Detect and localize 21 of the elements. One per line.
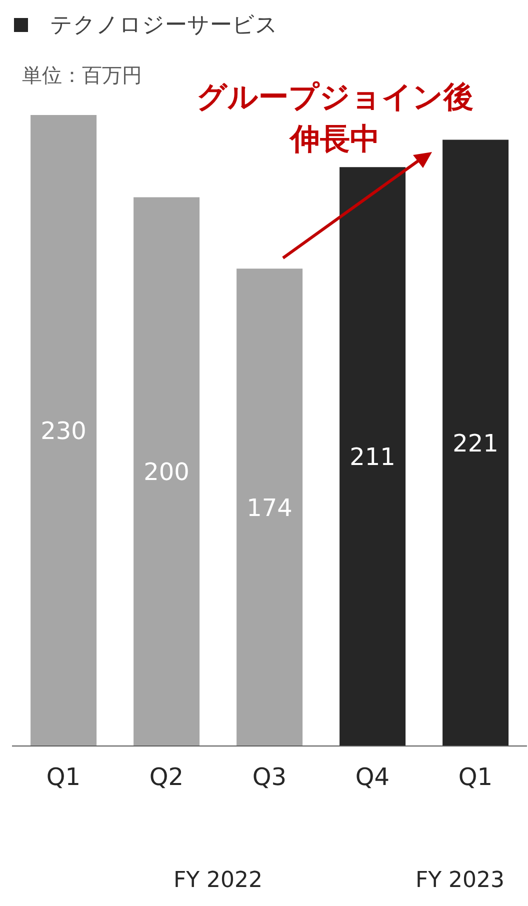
legend-label: テクノロジーサービス xyxy=(50,12,278,40)
annotation: グループジョイン後 xyxy=(196,79,474,117)
bar xyxy=(30,115,97,746)
x-tick-label: Q1 xyxy=(458,763,493,792)
bar xyxy=(236,268,303,746)
bar xyxy=(442,140,509,746)
x-tick-label: Q1 xyxy=(46,763,81,792)
x-tick-label: Q4 xyxy=(355,763,390,792)
annotation: 伸長中 xyxy=(288,121,381,159)
text: FY 2022 xyxy=(172,867,264,895)
text: FY 2023 xyxy=(414,867,506,895)
bar xyxy=(340,167,406,746)
x-tick-label: Q3 xyxy=(252,763,287,792)
data-label: 200 xyxy=(144,458,190,486)
data-label: 174 xyxy=(246,494,292,522)
data-label: 211 xyxy=(350,443,396,472)
text: 単位：百万円 xyxy=(22,63,142,87)
data-label: 221 xyxy=(452,429,498,458)
bar xyxy=(134,197,200,746)
data-label: 230 xyxy=(40,417,86,446)
x-tick-label: Q2 xyxy=(149,763,184,792)
